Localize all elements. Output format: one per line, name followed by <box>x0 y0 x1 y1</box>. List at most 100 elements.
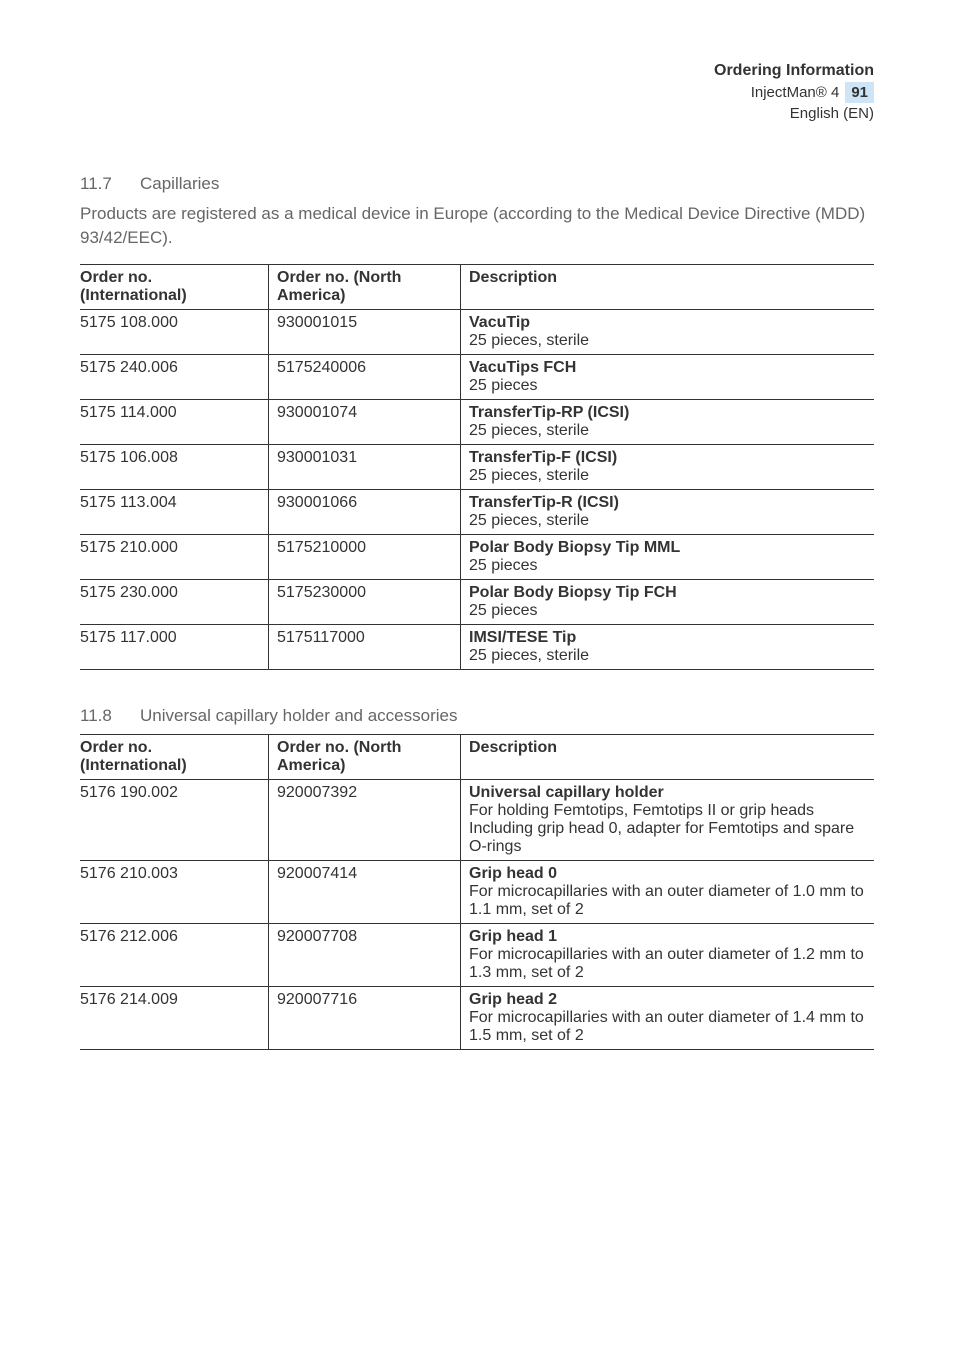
cell-order-na: 920007708 <box>269 923 461 986</box>
col-header-text: Description <box>469 739 557 756</box>
cell-order-na: 920007392 <box>269 779 461 860</box>
col-header-text: (International) <box>80 287 187 304</box>
cell-order-na: 930001015 <box>269 309 461 354</box>
description-detail: 25 pieces <box>469 557 866 575</box>
table-row: 5175 113.004930001066TransferTip-R (ICSI… <box>80 489 874 534</box>
cell-order-intl: 5176 212.006 <box>80 923 269 986</box>
description-detail: 25 pieces <box>469 602 866 620</box>
page-header: Ordering Information InjectMan® 4 91 Engl… <box>80 60 874 124</box>
description-title: Grip head 2 <box>469 991 866 1009</box>
holder-tbody: 5176 190.002920007392Universal capillary… <box>80 779 874 1049</box>
col-header-text: America) <box>277 757 345 774</box>
col-header-order-na: Order no. (North America) <box>269 734 461 779</box>
cell-description: IMSI/TESE Tip25 pieces, sterile <box>461 624 875 669</box>
section-title: Universal capillary holder and accessori… <box>140 706 457 725</box>
col-header-text: Description <box>469 269 557 286</box>
cell-order-na: 930001031 <box>269 444 461 489</box>
table-row: 5175 230.0005175230000Polar Body Biopsy … <box>80 579 874 624</box>
table-row: 5175 210.0005175210000Polar Body Biopsy … <box>80 534 874 579</box>
cell-order-intl: 5175 113.004 <box>80 489 269 534</box>
description-title: Grip head 0 <box>469 865 866 883</box>
description-detail: 25 pieces, sterile <box>469 422 866 440</box>
section-heading-holder: 11.8Universal capillary holder and acces… <box>80 706 874 726</box>
table-row: 5175 240.0065175240006VacuTips FCH25 pie… <box>80 354 874 399</box>
cell-order-na: 5175117000 <box>269 624 461 669</box>
description-title: TransferTip-RP (ICSI) <box>469 404 866 422</box>
section-heading-capillaries: 11.7Capillaries <box>80 174 874 194</box>
cell-description: Grip head 1For microcapillaries with an … <box>461 923 875 986</box>
description-title: Polar Body Biopsy Tip FCH <box>469 584 866 602</box>
cell-order-intl: 5175 106.008 <box>80 444 269 489</box>
description-title: VacuTips FCH <box>469 359 866 377</box>
cell-order-na: 5175210000 <box>269 534 461 579</box>
header-product: InjectMan® 4 <box>751 84 840 101</box>
cell-description: Polar Body Biopsy Tip FCH25 pieces <box>461 579 875 624</box>
description-detail: 25 pieces, sterile <box>469 647 866 665</box>
table-row: 5175 106.008930001031TransferTip-F (ICSI… <box>80 444 874 489</box>
section-number: 11.8 <box>80 706 140 726</box>
header-title: Ordering Information <box>80 60 874 82</box>
cell-order-na: 5175230000 <box>269 579 461 624</box>
col-header-text: (International) <box>80 757 187 774</box>
col-header-order-intl: Order no. (International) <box>80 734 269 779</box>
cell-description: Polar Body Biopsy Tip MML25 pieces <box>461 534 875 579</box>
col-header-text: Order no. <box>80 739 152 756</box>
cell-order-intl: 5176 210.003 <box>80 860 269 923</box>
description-detail: 25 pieces, sterile <box>469 512 866 530</box>
page-container: Ordering Information InjectMan® 4 91 Engl… <box>0 0 954 1110</box>
cell-order-intl: 5175 108.000 <box>80 309 269 354</box>
cell-order-na: 920007414 <box>269 860 461 923</box>
cell-description: Grip head 2For microcapillaries with an … <box>461 986 875 1049</box>
description-title: TransferTip-R (ICSI) <box>469 494 866 512</box>
table-row: 5176 214.009920007716Grip head 2For micr… <box>80 986 874 1049</box>
table-header-row: Order no. (International) Order no. (Nor… <box>80 734 874 779</box>
table-row: 5175 108.000930001015VacuTip25 pieces, s… <box>80 309 874 354</box>
cell-description: TransferTip-RP (ICSI)25 pieces, sterile <box>461 399 875 444</box>
section-intro-paragraph: Products are registered as a medical dev… <box>80 202 874 250</box>
holder-table: Order no. (International) Order no. (Nor… <box>80 734 874 1050</box>
capillaries-table: Order no. (International) Order no. (Nor… <box>80 264 874 670</box>
cell-order-na: 920007716 <box>269 986 461 1049</box>
col-header-description: Description <box>461 264 875 309</box>
cell-order-intl: 5175 210.000 <box>80 534 269 579</box>
description-detail: Including grip head 0, adapter for Femto… <box>469 820 866 856</box>
cell-description: VacuTip25 pieces, sterile <box>461 309 875 354</box>
section-number: 11.7 <box>80 174 140 194</box>
page-number-badge: 91 <box>845 82 874 103</box>
table-row: 5176 210.003920007414 Grip head 0For micr… <box>80 860 874 923</box>
description-detail: For microcapillaries with an outer diame… <box>469 883 866 919</box>
description-title: TransferTip-F (ICSI) <box>469 449 866 467</box>
capillaries-tbody: 5175 108.000930001015VacuTip25 pieces, s… <box>80 309 874 669</box>
table-header-row: Order no. (International) Order no. (Nor… <box>80 264 874 309</box>
col-header-description: Description <box>461 734 875 779</box>
description-title: IMSI/TESE Tip <box>469 629 866 647</box>
description-detail: For microcapillaries with an outer diame… <box>469 1009 866 1045</box>
header-language: English (EN) <box>80 103 874 124</box>
header-product-line: InjectMan® 4 91 <box>80 82 874 103</box>
section-title: Capillaries <box>140 174 219 193</box>
cell-order-intl: 5176 190.002 <box>80 779 269 860</box>
description-detail: 25 pieces <box>469 377 866 395</box>
description-detail: 25 pieces, sterile <box>469 467 866 485</box>
col-header-text: America) <box>277 287 345 304</box>
description-title: VacuTip <box>469 314 866 332</box>
cell-description: VacuTips FCH25 pieces <box>461 354 875 399</box>
cell-order-na: 930001066 <box>269 489 461 534</box>
col-header-order-intl: Order no. (International) <box>80 264 269 309</box>
cell-order-intl: 5175 117.000 <box>80 624 269 669</box>
description-detail: For holding Femtotips, Femtotips II or g… <box>469 802 866 820</box>
cell-order-intl: 5175 114.000 <box>80 399 269 444</box>
col-header-text: Order no. (North <box>277 269 401 286</box>
description-title: Universal capillary holder <box>469 784 866 802</box>
cell-order-na: 930001074 <box>269 399 461 444</box>
cell-description: TransferTip-R (ICSI)25 pieces, sterile <box>461 489 875 534</box>
description-detail: For microcapillaries with an outer diame… <box>469 946 866 982</box>
cell-description: Universal capillary holderFor holding Fe… <box>461 779 875 860</box>
col-header-order-na: Order no. (North America) <box>269 264 461 309</box>
table-row: 5175 117.0005175117000IMSI/TESE Tip25 pi… <box>80 624 874 669</box>
description-detail: 25 pieces, sterile <box>469 332 866 350</box>
cell-description: TransferTip-F (ICSI)25 pieces, sterile <box>461 444 875 489</box>
table-row: 5175 114.000930001074TransferTip-RP (ICS… <box>80 399 874 444</box>
cell-order-na: 5175240006 <box>269 354 461 399</box>
col-header-text: Order no. <box>80 269 152 286</box>
